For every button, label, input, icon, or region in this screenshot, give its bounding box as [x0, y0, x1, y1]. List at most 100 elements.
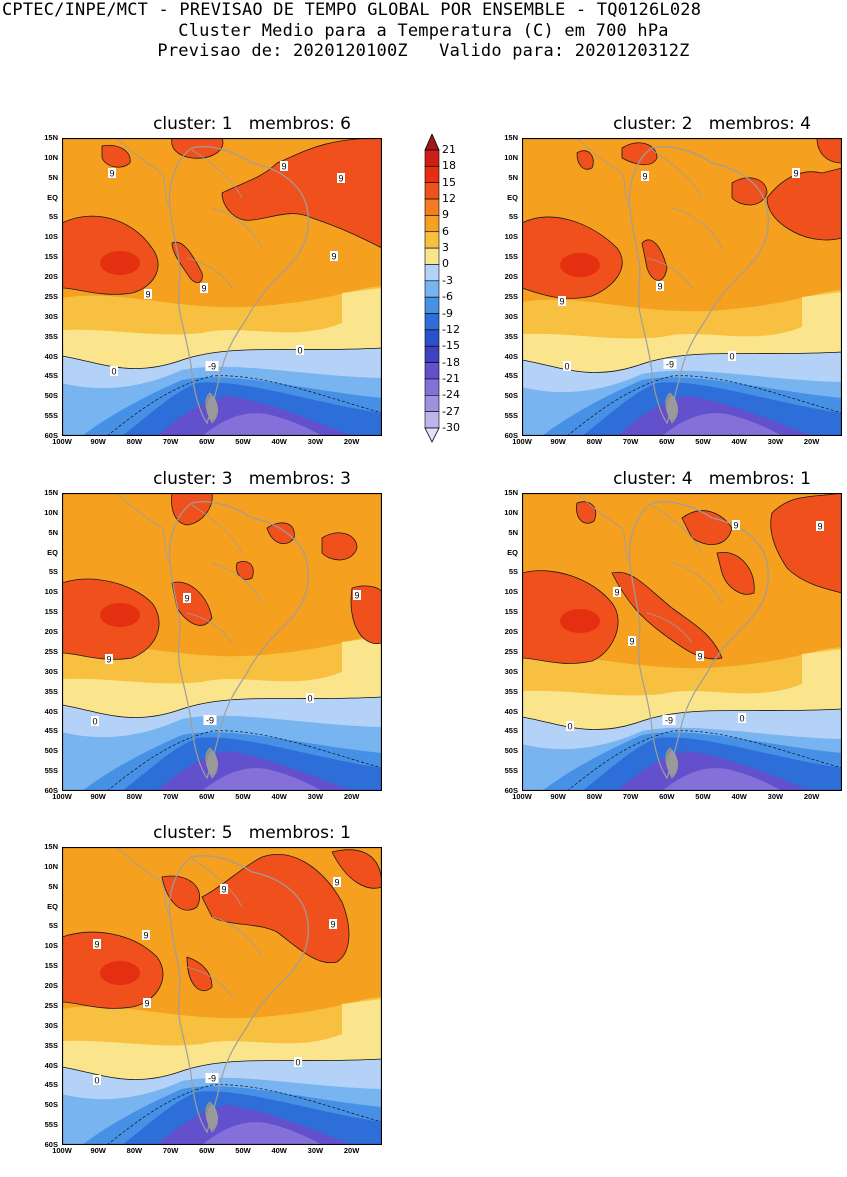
contour-label: 0: [728, 351, 736, 362]
lat-tick-label: 5S: [48, 212, 58, 222]
lon-tick-label: 50W: [235, 437, 251, 446]
svg-text:-9: -9: [206, 716, 214, 726]
lat-tick-label: 20S: [44, 981, 58, 991]
temperature-map: 9 9 9 0 0 -9: [62, 493, 382, 791]
lat-tick-label: 45S: [504, 371, 518, 381]
lat-tick-label: 45S: [44, 1080, 58, 1090]
lat-tick-label: 10S: [44, 941, 58, 951]
lat-tick-label: 40S: [44, 1060, 58, 1070]
colorbar-tick-label: -15: [442, 339, 460, 353]
lat-tick-label: 50S: [504, 391, 518, 401]
lon-tick-label: 100W: [52, 792, 72, 801]
contour-label: 9: [330, 251, 338, 262]
lon-tick-label: 40W: [731, 792, 747, 801]
lat-tick-label: 10N: [44, 861, 58, 871]
svg-text:0: 0: [92, 717, 97, 727]
colorbar-tick-label: -3: [442, 273, 453, 287]
lat-tick-label: 20S: [44, 627, 58, 637]
contour-label: 9: [558, 296, 566, 307]
svg-text:0: 0: [297, 346, 302, 356]
svg-text:0: 0: [729, 352, 734, 362]
colorbar-tick-label: -21: [442, 371, 460, 385]
svg-text:9: 9: [281, 162, 286, 172]
temperature-map: 9 9 9 9 9 9 0 0 -9: [62, 138, 382, 436]
lat-tick-label: EQ: [507, 192, 518, 202]
contour-label: 0: [91, 716, 99, 727]
contour-label: 9: [333, 877, 341, 888]
lat-tick-label: 55S: [504, 411, 518, 421]
svg-text:9: 9: [221, 885, 226, 895]
lat-tick-label: 30S: [44, 666, 58, 676]
lat-tick-label: 60S: [44, 431, 58, 440]
lon-tick-label: 80W: [126, 792, 143, 801]
lon-tick-label: 40W: [731, 437, 747, 446]
colorbar-tick-label: -12: [442, 322, 460, 336]
lon-tick-label: 20W: [343, 1146, 360, 1155]
svg-text:9: 9: [334, 878, 339, 888]
lat-tick-label: 55S: [44, 411, 58, 421]
contour-label: 0: [294, 1057, 302, 1068]
contour-label: -9: [663, 359, 677, 370]
svg-text:9: 9: [145, 290, 150, 300]
lat-tick-label: 15N: [44, 488, 58, 497]
lat-tick-label: 50S: [44, 391, 58, 401]
svg-text:0: 0: [111, 367, 116, 377]
lat-tick-label: 50S: [44, 746, 58, 756]
lon-tick-label: 40W: [271, 437, 287, 446]
lat-tick-label: 25S: [44, 291, 58, 301]
lat-tick-label: 10N: [44, 152, 58, 162]
lat-tick-label: 15N: [504, 488, 518, 497]
contour-label: 9: [792, 168, 800, 179]
map-panel-cluster-4: cluster: 4 membros: 1 9 9 9 9 9 0 0 -9 15N 10N 5N E…: [504, 469, 847, 823]
colorbar-tick-label: 0: [442, 257, 449, 271]
lat-tick-label: 45S: [504, 726, 518, 736]
lat-tick-label: 5N: [508, 172, 518, 182]
lat-tick-label: 20S: [44, 272, 58, 282]
panel-title: cluster: 1 membros: 6: [153, 114, 351, 134]
colorbar-tick-label: -18: [442, 355, 460, 369]
svg-text:9: 9: [642, 172, 647, 182]
svg-text:-9: -9: [665, 716, 673, 726]
lat-tick-label: 55S: [504, 766, 518, 776]
lon-tick-label: 100W: [52, 1146, 72, 1155]
lat-tick-label: 5N: [508, 527, 518, 537]
lat-tick-label: 10N: [504, 507, 518, 517]
lon-tick-label: 30W: [767, 792, 784, 801]
lat-tick-label: 20S: [504, 627, 518, 637]
lon-tick-label: 30W: [307, 1146, 324, 1155]
contour-label: 9: [353, 590, 361, 601]
svg-text:9: 9: [106, 655, 111, 665]
colorbar-tick-label: 9: [442, 208, 449, 222]
lat-tick-label: 5S: [508, 567, 518, 577]
lon-tick-label: 50W: [695, 792, 711, 801]
contour-label: 0: [110, 366, 118, 377]
lon-tick-label: 90W: [90, 792, 106, 801]
lon-tick-label: 100W: [512, 792, 532, 801]
colorbar-tick-label: -30: [442, 421, 460, 434]
lat-tick-label: 35S: [504, 686, 518, 696]
contour-label: 0: [563, 361, 571, 372]
lat-tick-label: 40S: [44, 706, 58, 716]
svg-text:9: 9: [354, 591, 359, 601]
colorbar-tick-label: -27: [442, 404, 460, 418]
lon-tick-label: 60W: [199, 437, 215, 446]
lon-tick-label: 80W: [586, 437, 603, 446]
lat-tick-label: 10S: [504, 232, 518, 242]
lat-tick-label: EQ: [47, 192, 58, 202]
svg-text:9: 9: [733, 521, 738, 531]
colorbar-tick-label: 12: [442, 192, 456, 206]
lat-tick-label: 10S: [44, 587, 58, 597]
svg-text:0: 0: [564, 362, 569, 372]
contour-label: 9: [200, 283, 208, 294]
lat-tick-label: 15S: [44, 252, 58, 262]
svg-text:0: 0: [739, 714, 744, 724]
contour-label: -9: [205, 1073, 219, 1084]
lat-tick-label: 10N: [504, 152, 518, 162]
lat-tick-label: 25S: [504, 646, 518, 656]
lat-tick-label: 15S: [44, 607, 58, 617]
lon-tick-label: 70W: [622, 792, 639, 801]
colorbar-tick-label: -6: [442, 290, 453, 304]
lon-tick-label: 100W: [52, 437, 72, 446]
contour-label: 9: [732, 520, 740, 531]
panel-title: cluster: 5 membros: 1: [153, 823, 351, 843]
